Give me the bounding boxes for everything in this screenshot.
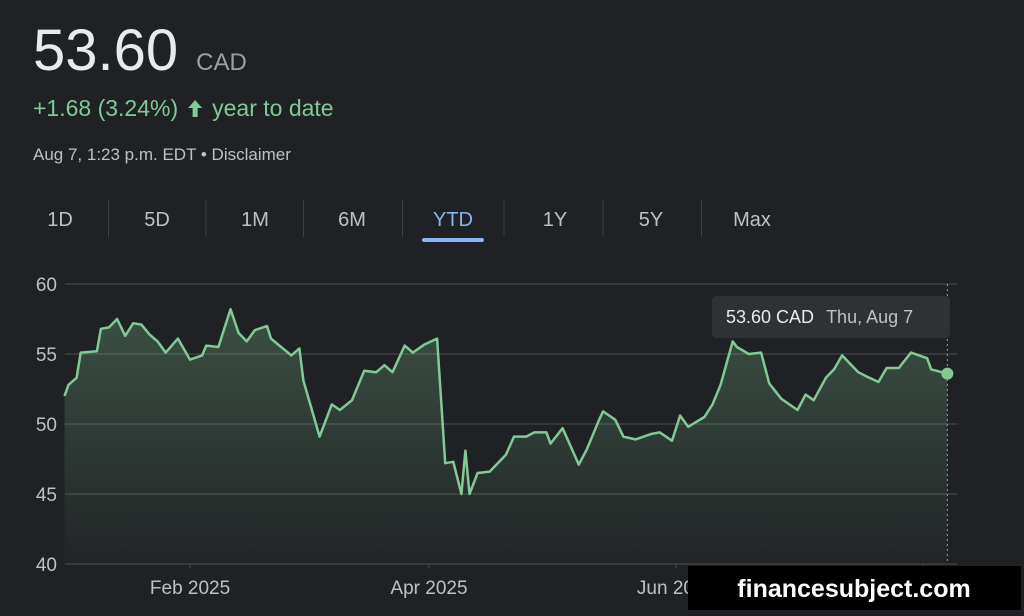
tooltip-box (712, 296, 950, 338)
timestamp[interactable]: Aug 7, 1:23 p.m. EDT • Disclaimer (33, 145, 291, 164)
watermark: financesubject.com (737, 575, 970, 603)
range-tab[interactable]: 5D (144, 209, 170, 231)
price: 53.60 (33, 18, 178, 83)
tooltip-date: Thu, Aug 7 (826, 307, 913, 327)
range-tab[interactable]: 1Y (543, 209, 567, 231)
area-fill (64, 309, 948, 564)
range-tab[interactable]: 5Y (639, 209, 663, 231)
y-tick-label: 60 (36, 275, 57, 296)
tooltip-value: 53.60 CAD (726, 307, 814, 327)
x-tick-label: Apr 2025 (390, 578, 467, 599)
up-arrow-icon (188, 100, 203, 117)
price-line (63, 307, 948, 496)
y-tick-label: 50 (36, 415, 57, 436)
change: +1.68 (3.24%) (33, 95, 178, 121)
x-tick-label: Feb 2025 (150, 578, 230, 599)
y-tick-label: 45 (36, 485, 57, 506)
range-tab[interactable]: Max (733, 209, 771, 231)
period: year to date (212, 95, 333, 121)
watermark-box (688, 566, 1021, 610)
y-tick-label: 40 (36, 555, 57, 576)
range-tab[interactable]: YTD (433, 209, 473, 231)
hover-point (941, 367, 954, 380)
range-tabs: 1D 5D 1M 6M YTD 1Y 5Y Max (47, 200, 771, 242)
range-tab[interactable]: 1M (241, 209, 269, 231)
y-tick-label: 55 (36, 345, 57, 366)
range-tab[interactable]: 1D (47, 209, 73, 231)
currency: CAD (196, 49, 247, 76)
active-tab-indicator (422, 238, 484, 242)
range-tab[interactable]: 6M (338, 209, 366, 231)
